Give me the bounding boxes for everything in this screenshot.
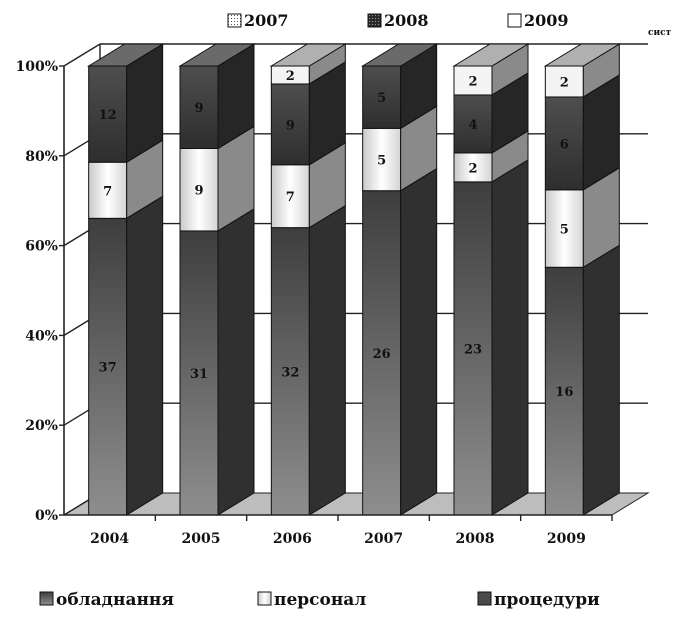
bar-segment: 9: [179, 43, 255, 150]
bar-segment: 5: [544, 166, 620, 269]
top-legend-item: 2009: [507, 11, 569, 30]
data-label: 23: [464, 342, 482, 357]
bar-segment: 5: [362, 43, 438, 130]
bar-top-face: [269, 43, 348, 67]
data-label: 7: [103, 184, 112, 199]
data-label: 5: [377, 154, 386, 169]
y-tick-label: 100%: [15, 59, 58, 75]
bottom-legend-label: персонал: [274, 590, 366, 610]
x-tick-label: 2009: [547, 531, 586, 547]
bar-segment-front: [270, 83, 310, 166]
gridline-diagonal: [63, 43, 101, 67]
bar-top-face: [178, 43, 256, 67]
data-label: 2: [468, 74, 477, 89]
y-tick-label: 60%: [25, 239, 58, 255]
data-label: 5: [560, 223, 569, 238]
data-label: 6: [560, 137, 569, 152]
bar-segment-side: [400, 167, 438, 516]
y-tick-label: 80%: [25, 149, 58, 165]
bar-segment: 31: [179, 208, 255, 516]
bar-segment-front: [544, 65, 584, 98]
bottom-legend-swatch: [39, 591, 54, 606]
data-label: 2: [468, 161, 477, 176]
bottom-legend-item: процедури: [477, 590, 600, 610]
x-tick-label: 2007: [364, 531, 403, 547]
top-legend-swatch: [367, 13, 382, 28]
data-label: 31: [190, 367, 208, 382]
bar-segment-side: [308, 204, 346, 516]
data-label: 9: [286, 118, 295, 133]
data-label: 5: [377, 91, 386, 106]
bar-segment-front: [453, 94, 493, 154]
bar-segment: 4: [453, 72, 529, 154]
bottom-legend-item: персонал: [257, 590, 366, 610]
x-tick-label: 2006: [273, 531, 312, 547]
top-legend-label: 2008: [384, 11, 429, 30]
bar-segment: 2: [544, 43, 620, 98]
bar-segment-side: [126, 195, 164, 516]
x-tick-label: 2008: [456, 531, 495, 547]
data-label: 4: [468, 118, 477, 133]
data-label: 2: [560, 75, 569, 90]
bar-segment-front: [270, 164, 310, 229]
data-label: 32: [281, 365, 299, 380]
bar-top-face: [360, 43, 439, 67]
data-label: 2: [286, 69, 295, 84]
bars: 37 7 12 31 9 9 32 7 9 2 26 5 5 23 2 4 2 16 5 6 2: [86, 43, 622, 516]
x-tick-label: 2004: [90, 531, 129, 547]
x-tick-label: 2005: [182, 531, 221, 547]
top-legend-label: 2009: [524, 11, 569, 30]
bar-segment-front: [362, 127, 402, 192]
bar-segment-front: [88, 65, 128, 163]
top-legend-item: 2008: [367, 11, 429, 30]
data-label: 9: [194, 184, 203, 199]
top-legend: 2007 2008 2009 сист: [227, 11, 672, 38]
bar-segment-front: [362, 65, 402, 129]
data-label: 12: [99, 108, 117, 123]
bar-segment-side: [582, 244, 620, 516]
bar-segment: 37: [88, 195, 164, 516]
data-label: 37: [99, 361, 117, 376]
bar-segment-front: [362, 190, 402, 516]
bar-segment: 12: [88, 43, 164, 164]
y-tick-label: 20%: [25, 418, 58, 434]
bottom-legend-swatch: [257, 591, 272, 606]
bar-top-face: [543, 43, 622, 67]
bar-top-face: [86, 43, 165, 67]
data-label: 9: [194, 101, 203, 116]
top-legend-swatch: [507, 13, 522, 28]
bottom-legend-label: процедури: [494, 590, 600, 610]
bar-segment: 16: [544, 244, 620, 516]
bar-segment: 9: [270, 61, 346, 166]
bar-segment-side: [491, 158, 529, 516]
y-tick-label: 0%: [35, 508, 58, 524]
bar-segment-front: [270, 227, 310, 516]
bottom-legend-swatch: [477, 591, 492, 606]
bar-segment: 23: [453, 158, 529, 516]
data-label: 7: [286, 190, 295, 205]
y-tick-label: 40%: [25, 328, 58, 344]
bottom-legend: обладнання персонал процедури: [39, 590, 600, 610]
bottom-legend-label: обладнання: [56, 590, 174, 610]
top-legend-swatch: [227, 13, 242, 28]
bar-segment-side: [217, 208, 255, 516]
bar-top-face: [452, 43, 530, 67]
top-legend-item: 2007: [227, 11, 289, 30]
top-legend-label: 2007: [244, 11, 289, 30]
bar-segment: 32: [270, 204, 346, 516]
axes: 0% 20% 40% 60% 80% 100% 2004 2005 2006 2007 2008 20…: [15, 59, 613, 547]
corner-text: сист: [648, 28, 672, 38]
bottom-legend-item: обладнання: [39, 590, 174, 610]
bar-segment: 26: [362, 167, 438, 516]
bar-segment: 9: [179, 125, 255, 232]
bar-segment: 2: [270, 43, 346, 85]
bar-segment: 7: [270, 141, 346, 229]
bar-segment-front: [453, 65, 493, 96]
data-label: 16: [555, 385, 573, 400]
bar-segment: 2: [453, 130, 529, 183]
bar-segment-front: [544, 266, 584, 516]
data-label: 26: [373, 347, 391, 362]
